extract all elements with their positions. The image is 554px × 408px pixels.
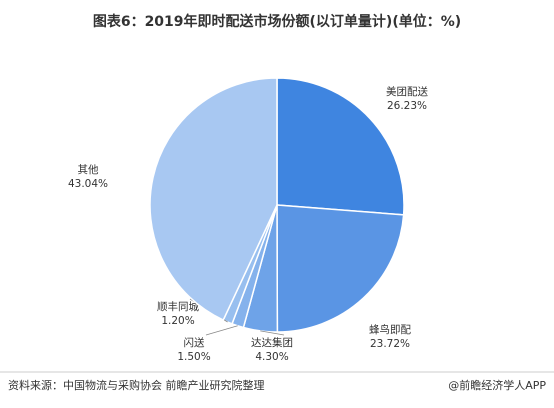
slice-label: 其他 bbox=[78, 163, 99, 176]
slice-label: 美团配送 bbox=[386, 85, 428, 98]
credit: @前瞻经济学人APP bbox=[448, 378, 546, 392]
value-label: 4.30% bbox=[255, 351, 288, 363]
leader-line bbox=[205, 325, 238, 336]
value-label: 23.72% bbox=[370, 338, 410, 350]
value-label: 43.04% bbox=[68, 178, 108, 190]
slice-label: 蜂鸟即配 bbox=[369, 323, 411, 336]
pie-slice bbox=[276, 204, 405, 333]
value-label: 26.23% bbox=[387, 100, 427, 112]
slice-label: 顺丰同城 bbox=[157, 300, 199, 313]
pie-slice bbox=[149, 77, 278, 322]
value-label: 1.50% bbox=[177, 351, 210, 363]
leader-line bbox=[260, 330, 285, 336]
chart-title: 图表6：2019年即时配送市场份额(以订单量计)(单位：%) bbox=[93, 13, 461, 30]
source: 资料来源：中国物流与采购协会 前瞻产业研究院整理 bbox=[8, 378, 265, 392]
value-label: 1.20% bbox=[161, 315, 194, 327]
slice-label: 达达集团 bbox=[251, 336, 293, 349]
slice-label: 闪送 bbox=[184, 336, 205, 349]
pie-slice bbox=[276, 77, 405, 216]
